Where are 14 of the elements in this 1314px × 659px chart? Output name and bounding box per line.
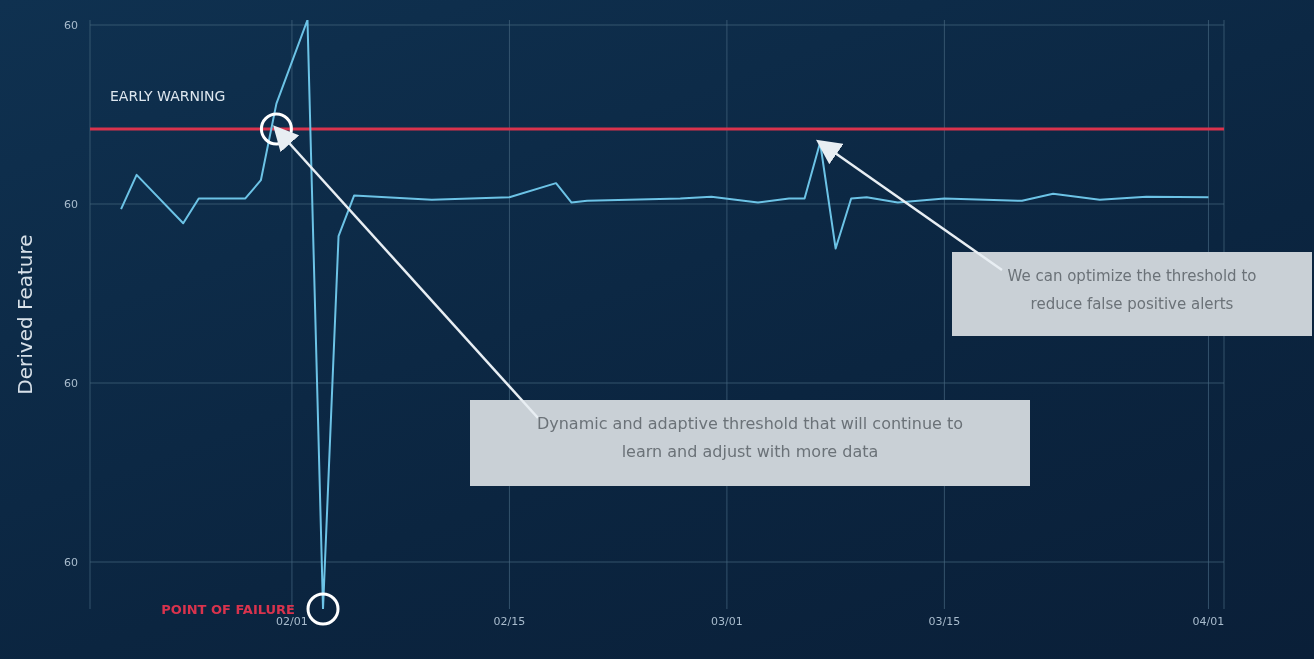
text: 60 <box>64 198 78 211</box>
text: 60 <box>64 556 78 569</box>
annotation: POINT OF FAILURE <box>161 602 296 617</box>
x-tick-label: 03/01 <box>711 614 743 628</box>
y-axis-title: Derived Feature <box>13 234 37 395</box>
annotation: We can optimize the threshold to reduce false positive alerts <box>1006 266 1258 315</box>
x-tick-label: 04/01 <box>1192 614 1225 628</box>
x-tick-label: 02/15 <box>493 614 526 628</box>
text: 60 <box>64 377 78 390</box>
text: 60 <box>64 19 78 32</box>
x-tick-label: 02/01 <box>276 614 308 628</box>
ref-line-label: EARLY WARNING <box>110 87 226 104</box>
x-tick-label: 03/15 <box>928 614 961 628</box>
annotation: Dynamic and adaptive threshold that will continue to learn and adjust with more data <box>535 413 965 463</box>
